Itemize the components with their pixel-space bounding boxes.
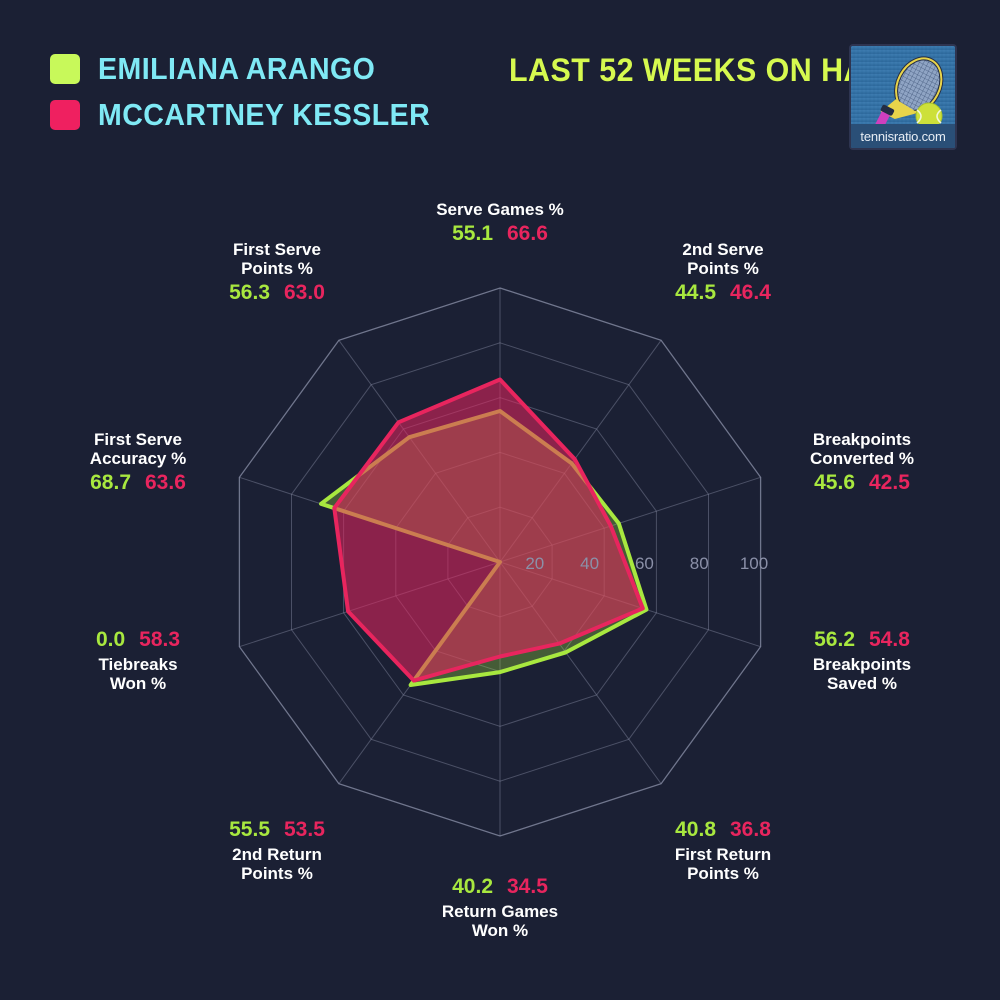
axis-value-a-serve-games: 55.1 bbox=[452, 222, 493, 245]
legend-label-player-b: MCCARTNEY KESSLER bbox=[98, 97, 431, 132]
radar-series-player-b bbox=[332, 377, 645, 683]
tennisratio-logo: tennisratio.com bbox=[849, 44, 957, 150]
axis-label-breakpoints-converted: Breakpoints Converted % 45.6 42.5 bbox=[810, 430, 914, 494]
radar-grid-ring bbox=[238, 287, 762, 837]
axis-label-2nd-serve-points: 2nd Serve Points % 44.5 46.4 bbox=[675, 240, 771, 304]
axis-label-serve-games: Serve Games % 55.1 66.6 bbox=[390, 200, 610, 246]
axis-label-first-serve-accuracy: First Serve Accuracy % 68.7 63.6 bbox=[89, 430, 187, 494]
radar-grid-ring bbox=[291, 342, 709, 782]
logo-caption: tennisratio.com bbox=[851, 124, 955, 148]
axis-label-first-return-points: 40.8 36.8 First Return Points % bbox=[674, 818, 772, 883]
radar-tick-label: 60 bbox=[635, 554, 654, 573]
radar-tick-label: 100 bbox=[740, 554, 768, 573]
legend-swatch-player-b bbox=[50, 100, 80, 130]
radar-tick-label: 40 bbox=[580, 554, 599, 573]
legend-label-player-a: EMILIANA ARANGO bbox=[98, 51, 376, 86]
axis-label-return-games-won: 40.2 34.5 Return Games Won % bbox=[441, 875, 559, 940]
axis-label-2nd-return-points: 55.5 53.5 2nd Return Points % bbox=[229, 818, 325, 883]
axis-value-b-serve-games: 66.6 bbox=[507, 222, 548, 245]
legend-swatch-player-a bbox=[50, 54, 80, 84]
axis-label-breakpoints-saved: 56.2 54.8 Breakpoints Saved % bbox=[812, 628, 912, 693]
legend-item-player-a: EMILIANA ARANGO bbox=[50, 48, 459, 90]
axis-label-first-serve-points: First Serve Points % 56.3 63.0 bbox=[229, 240, 325, 304]
legend: EMILIANA ARANGO MCCARTNEY KESSLER bbox=[50, 48, 459, 140]
radar-tick-label: 80 bbox=[690, 554, 709, 573]
page-title: LAST 52 WEEKS ON HARD bbox=[509, 52, 911, 88]
legend-item-player-b: MCCARTNEY KESSLER bbox=[50, 94, 459, 136]
axis-title-serve-games: Serve Games % bbox=[436, 200, 564, 219]
axis-label-tiebreaks-won: 0.0 58.3 Tiebreaks Won % bbox=[95, 628, 181, 693]
radar-tick-label: 20 bbox=[525, 554, 544, 573]
